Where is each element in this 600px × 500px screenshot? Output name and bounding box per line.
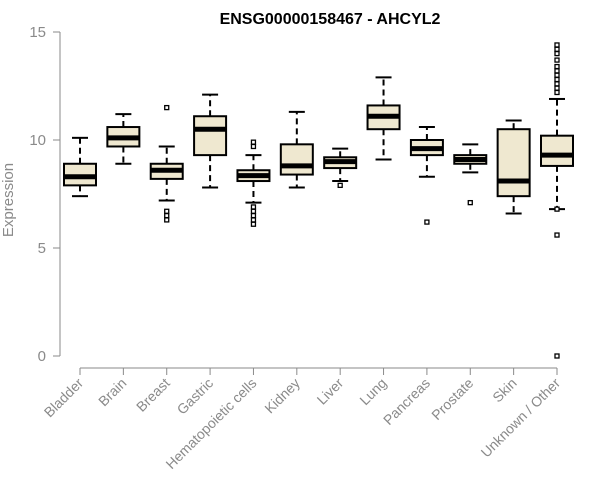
y-tick-label: 5 [38,240,46,257]
outlier-point [554,353,560,359]
outlier-point [164,217,170,223]
box-kidney [279,110,314,189]
outlier-point [250,139,257,145]
outlier-point [250,143,257,150]
y-tick-label: 10 [29,132,46,149]
outlier-point [250,217,257,223]
outlier-point [164,212,170,219]
box-brain [106,113,141,165]
chart-title: ENSG00000158467 - AHCYL2 [220,11,441,28]
box-bladder [63,136,97,198]
box-hematopoietic-cells [236,139,271,227]
outlier-point [554,89,560,96]
outlier-point [250,204,257,210]
outlier-point [554,50,560,57]
outlier-point [250,221,257,227]
outlier-point [554,57,560,63]
outlier-point [250,212,257,219]
outlier-point [554,42,560,48]
box-skin [496,119,531,215]
x-tick-label: Brain [95,375,129,409]
x-tick-label: Gastric [174,375,217,418]
outlier-point [164,208,170,214]
outlier-point [554,81,560,87]
y-axis: 0 5 10 15 [29,24,61,365]
x-tick-label: Skin [489,375,520,406]
outlier-point [554,232,560,238]
outlier-point [467,199,473,206]
box-iqr [279,143,314,176]
y-axis-label: Expression [0,163,17,237]
box-liver [323,147,358,189]
box-pancreas [409,126,444,225]
x-tick-label: Unknown / Other [478,375,564,461]
outlier-point [554,46,560,52]
outlier-point [337,182,343,189]
outlier-point [554,63,560,70]
x-tick-label: Bladder [41,375,87,421]
y-tick-label: 15 [29,24,46,41]
outlier-point [250,208,257,214]
box-lung [366,76,401,161]
box-gastric [193,93,228,189]
x-tick-label: Prostate [428,375,476,423]
x-tick-label: Pancreas [380,375,433,428]
outlier-point [554,85,560,91]
x-tick-label: Breast [133,375,173,415]
x-tick-label: Lung [356,375,389,408]
box-unknown-other [540,42,574,359]
outlier-point [554,76,560,83]
y-tick-label: 0 [38,348,46,365]
outlier-point [164,104,170,111]
box-group [63,42,574,359]
box-iqr [540,134,574,167]
x-tick-label: Kidney [261,375,303,417]
box-iqr [193,115,228,157]
outlier-point [554,72,560,78]
outlier-point [554,206,560,212]
box-breast [149,104,184,223]
outlier-point [424,219,430,225]
box-prostate [453,143,488,206]
box-iqr [496,128,531,198]
outlier-point [554,68,560,74]
x-tick-label: Liver [314,375,347,408]
